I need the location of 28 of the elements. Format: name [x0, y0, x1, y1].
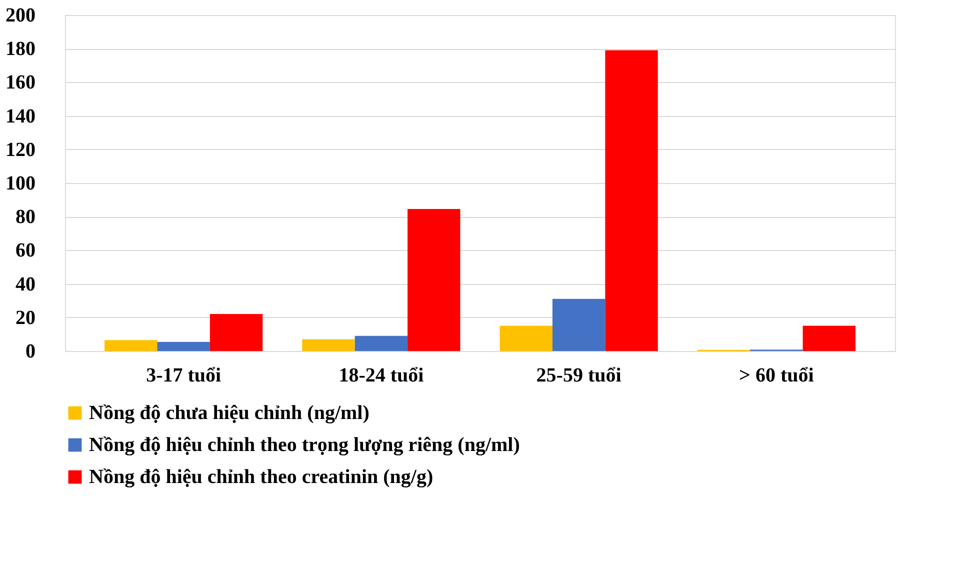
- y-tick-label: 180: [6, 38, 36, 60]
- y-tick-label: 40: [16, 273, 36, 296]
- y-tick-label: 0: [26, 340, 36, 362]
- y-tick-label: 160: [6, 72, 36, 94]
- legend-label: Nồng độ hiệu chỉnh theo trọng lượng riêng (ng/ml): [89, 434, 520, 456]
- bar: [500, 326, 552, 351]
- y-tick-label: 20: [16, 306, 36, 329]
- bar: [210, 314, 263, 351]
- x-tick-label: > 60 tuổi: [739, 364, 814, 386]
- y-tick-label: 200: [6, 4, 36, 26]
- bar: [104, 340, 158, 351]
- bar: [408, 209, 460, 351]
- bar: [157, 342, 210, 351]
- x-tick-label: 3-17 tuổi: [146, 364, 222, 386]
- x-tick-label: 18-24 tuổi: [338, 364, 424, 386]
- y-tick-label: 80: [16, 206, 36, 228]
- y-tick-label: 140: [6, 105, 36, 128]
- x-tick-label: 25-59 tuổi: [536, 364, 622, 386]
- legend-label: Nồng độ chưa hiệu chỉnh (ng/ml): [89, 402, 370, 424]
- y-tick-label: 60: [16, 240, 36, 262]
- y-tick-label: 100: [6, 172, 36, 194]
- y-tick-label: 120: [6, 138, 36, 161]
- bar: [354, 336, 408, 351]
- bar: [802, 326, 856, 351]
- bar: [302, 339, 355, 351]
- bar: [552, 298, 606, 351]
- legend-label: Nồng độ hiệu chỉnh theo creatinin (ng/g): [89, 466, 434, 488]
- bar: [605, 50, 658, 351]
